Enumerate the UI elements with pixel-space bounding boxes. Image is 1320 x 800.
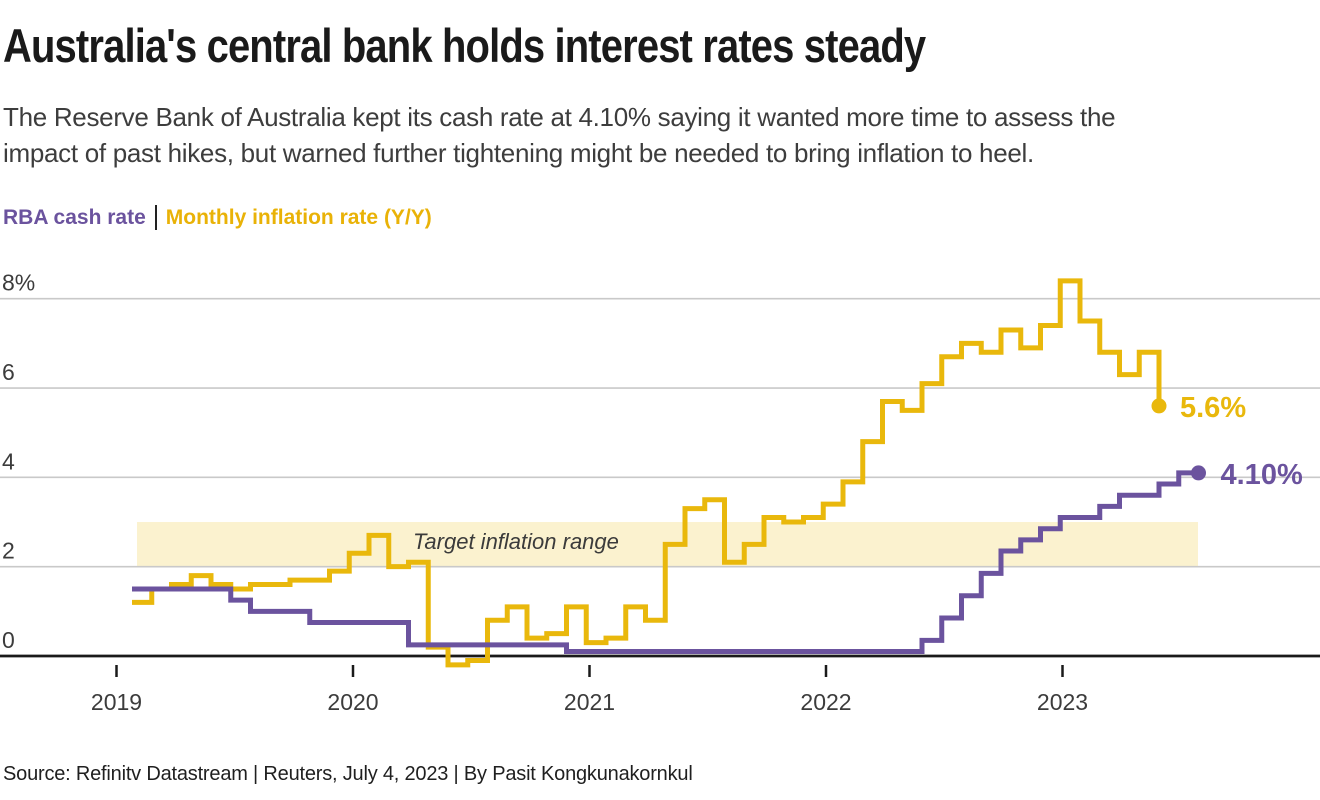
series-end-label-rba-cash-rate: 4.10% <box>1221 459 1303 491</box>
y-axis-label-0: 0 <box>2 627 15 653</box>
step-chart: Target inflation range 8% 6 4 2 0 2019 2020 2021… <box>0 270 1320 715</box>
y-axis-label-2: 2 <box>2 538 15 564</box>
series-end-dot-monthly-inflation <box>1151 398 1167 414</box>
source-credit: Source: Refinitv Datastream | Reuters, J… <box>3 763 693 785</box>
legend-rba-cash-rate: RBA cash rate <box>3 205 146 229</box>
series-line-monthly-inflation <box>132 278 1162 668</box>
legend-separator <box>154 205 157 230</box>
x-axis-label-2020: 2020 <box>327 689 378 715</box>
x-axis-label-2019: 2019 <box>91 689 142 715</box>
x-axis-label-2023: 2023 <box>1037 689 1088 715</box>
series-line-rba-cash-rate <box>132 470 1199 655</box>
y-axis-label-6: 6 <box>2 359 15 385</box>
subtitle-line-1: The Reserve Bank of Australia kept its c… <box>3 102 1116 132</box>
target-band-label: Target inflation range <box>413 529 619 554</box>
chart-legend: RBA cash rate Monthly inflation rate (Y/… <box>3 205 432 230</box>
legend-monthly-inflation: Monthly inflation rate (Y/Y) <box>165 205 432 229</box>
series-end-label-monthly-inflation: 5.6% <box>1180 392 1246 424</box>
subtitle-line-2: impact of past hikes, but warned further… <box>3 138 1034 168</box>
x-axis-label-2022: 2022 <box>800 689 851 715</box>
page-title: Australia's central bank holds interest … <box>3 19 926 72</box>
chart-subtitle: The Reserve Bank of Australia kept its c… <box>3 99 1116 171</box>
x-axis-label-2021: 2021 <box>564 689 615 715</box>
y-axis-label-4: 4 <box>2 448 15 474</box>
series-end-dot-rba-cash-rate <box>1191 465 1206 481</box>
y-axis-label-8: 8% <box>2 270 35 296</box>
